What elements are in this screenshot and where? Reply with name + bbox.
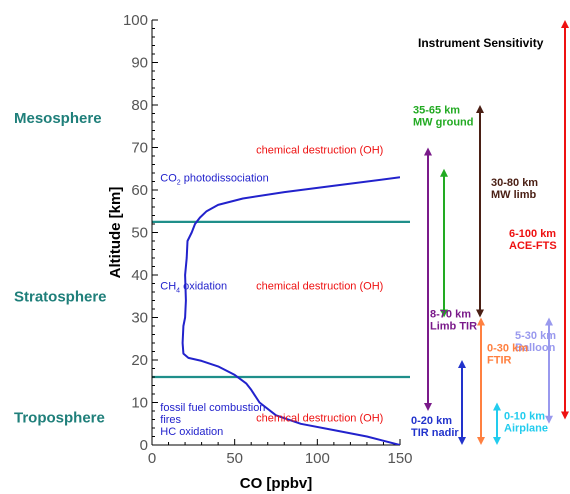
y-tick-label: 80 (131, 97, 148, 114)
annotation-1-line-0: CO2 photodissociation (160, 172, 268, 186)
region-label-stratosphere: Stratosphere (14, 288, 107, 305)
annotation-0-line-0: chemical destruction (OH) (256, 145, 383, 157)
arrow-down-icon (477, 437, 485, 445)
x-axis-label: CO [ppbv] (240, 475, 313, 492)
co-profile-line (181, 176, 400, 445)
arrow-down-icon (545, 415, 553, 424)
arrow-down-icon (493, 437, 501, 445)
instrument-label: FTIR (487, 355, 511, 367)
arrow-down-icon (458, 437, 466, 445)
x-tick-label: 150 (387, 450, 412, 467)
instrument-label: 6-100 km (509, 228, 556, 240)
instrument-label: 0-10 km (504, 411, 545, 423)
instrument-label: Airplane (504, 423, 548, 435)
y-tick-label: 70 (131, 140, 148, 157)
arrow-up-icon (561, 20, 569, 28)
instrument-label: 30-80 km (491, 177, 538, 189)
instrument-label: 0-30 km (487, 343, 528, 355)
arrow-down-icon (440, 309, 448, 318)
arrow-up-icon (440, 168, 448, 177)
arrow-up-icon (493, 402, 501, 411)
annotation-4-line-1: fires (160, 414, 181, 426)
instrument-label: MW limb (491, 189, 536, 201)
y-tick-label: 10 (131, 395, 148, 412)
arrow-up-icon (458, 360, 466, 368)
x-tick-label: 100 (305, 450, 330, 467)
y-tick-label: 0 (140, 437, 148, 454)
region-label-mesosphere: Mesosphere (14, 110, 102, 127)
instrument-sensitivity-title: Instrument Sensitivity (418, 36, 544, 50)
annotation-4-line-0: fossil fuel combustion (160, 402, 265, 414)
arrow-down-icon (476, 309, 484, 318)
y-tick-label: 40 (131, 267, 148, 284)
annotation-4-line-2: HC oxidation (160, 426, 223, 438)
arrow-up-icon (477, 317, 485, 326)
instrument-label: Limb TIR (430, 321, 477, 333)
arrow-up-icon (545, 317, 553, 326)
x-tick-label: 0 (148, 450, 156, 467)
instrument-label: 8-70 km (430, 309, 471, 321)
instrument-label: 0-20 km (411, 415, 452, 427)
y-tick-label: 30 (131, 310, 148, 327)
arrow-down-icon (424, 403, 432, 411)
arrow-up-icon (424, 147, 432, 156)
y-tick-label: 20 (131, 352, 148, 369)
instrument-label: 35-65 km (413, 105, 460, 117)
instrument-label: ACE-FTS (509, 240, 557, 252)
annotation-5-line-0: chemical destruction (OH) (256, 412, 383, 424)
annotation-2-line-0: CH4 oxidation (160, 281, 227, 295)
region-label-troposphere: Troposphere (14, 409, 105, 426)
instrument-label: Balloon (515, 342, 556, 354)
y-tick-label: 50 (131, 225, 148, 242)
instrument-label: 5-30 km (515, 330, 556, 342)
x-tick-label: 50 (226, 450, 243, 467)
arrow-up-icon (476, 105, 484, 113)
y-tick-label: 100 (123, 12, 148, 29)
instrument-label: MW ground (413, 117, 473, 129)
y-tick-label: 90 (131, 55, 148, 72)
annotation-3-line-0: chemical destruction (OH) (256, 281, 383, 293)
arrow-down-icon (561, 411, 569, 420)
y-axis-label: Altitude [km] (107, 187, 124, 279)
instrument-label: TIR nadir (411, 427, 459, 439)
y-tick-label: 60 (131, 182, 148, 199)
